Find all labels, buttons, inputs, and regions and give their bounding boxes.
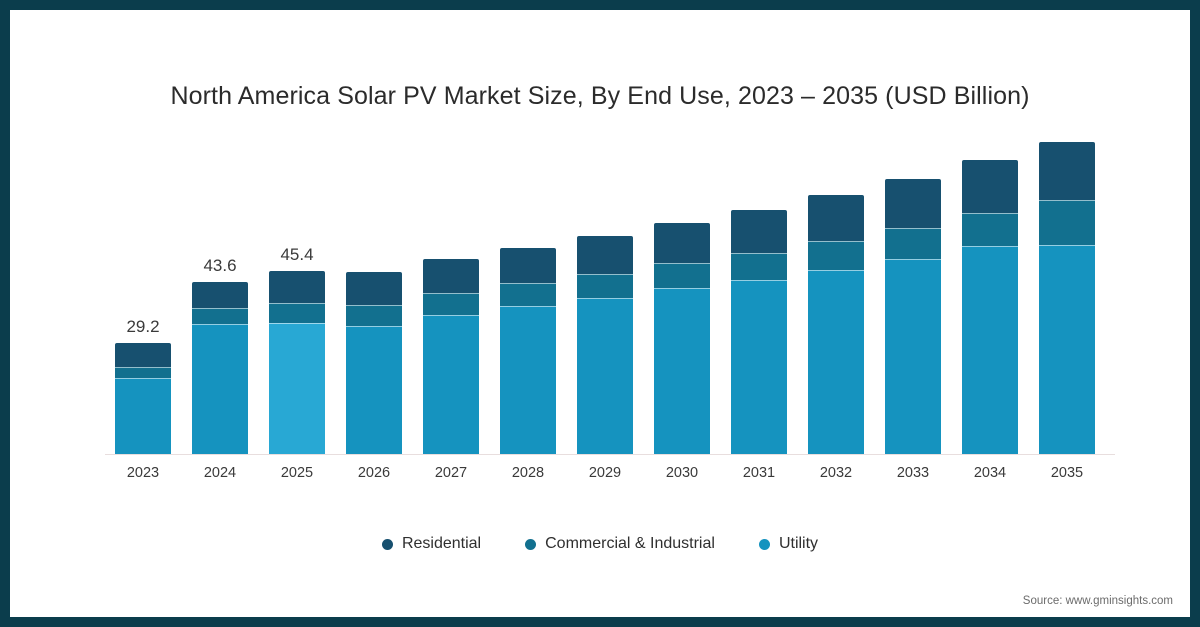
bar-segment-residential[interactable] — [115, 343, 171, 367]
bar-column-2025[interactable]: 45.4 — [269, 245, 325, 455]
x-tick-2025: 2025 — [280, 465, 314, 481]
page-title: North America Solar PV Market Size, By E… — [170, 82, 1030, 110]
x-tick-2028: 2028 — [511, 465, 545, 481]
bar-column-2033[interactable] — [885, 179, 941, 455]
bar-column-2028[interactable] — [500, 248, 556, 455]
bar-segment-commercial-industrial[interactable] — [269, 303, 325, 323]
x-tick-2031: 2031 — [742, 465, 776, 481]
x-tick-2030: 2030 — [665, 465, 699, 481]
x-tick-2027: 2027 — [434, 465, 468, 481]
bar-segment-commercial-industrial[interactable] — [423, 293, 479, 315]
bar-segment-commercial-industrial[interactable] — [346, 305, 402, 326]
bar-column-2023[interactable]: 29.2 — [115, 317, 171, 455]
bar-segment-residential[interactable] — [808, 195, 864, 241]
bar-column-2024[interactable]: 43.6 — [192, 256, 248, 455]
bar-segment-residential[interactable] — [731, 210, 787, 253]
bar-segment-utility[interactable] — [577, 298, 633, 455]
x-axis-tick-labels: 2023 2024 2025 2026 2027 2028 2029 2030 2031 2032… — [105, 465, 1115, 489]
bar-segment-commercial-industrial[interactable] — [500, 283, 556, 306]
bar-segment-commercial-industrial[interactable] — [1039, 200, 1095, 245]
bar-segment-residential[interactable] — [192, 282, 248, 308]
x-tick-2035: 2035 — [1050, 465, 1084, 481]
legend-label: Commercial & Industrial — [545, 535, 715, 552]
bar-column-2032[interactable] — [808, 195, 864, 455]
bar-column-2030[interactable] — [654, 223, 710, 455]
legend-item-commercial-industrial[interactable]: Commercial & Industrial — [525, 535, 715, 553]
bar-segment-residential[interactable] — [1039, 142, 1095, 200]
x-tick-2034: 2034 — [973, 465, 1007, 481]
bar-segment-utility[interactable] — [1039, 245, 1095, 455]
legend-swatch-icon — [381, 538, 393, 550]
bar-segment-commercial-industrial[interactable] — [654, 263, 710, 288]
bar-segment-commercial-industrial[interactable] — [731, 253, 787, 280]
legend-swatch-icon — [525, 538, 537, 550]
x-tick-2029: 2029 — [588, 465, 622, 481]
bar-value-label: 43.6 — [203, 256, 237, 275]
x-tick-2032: 2032 — [819, 465, 853, 481]
bar-column-2026[interactable] — [346, 272, 402, 455]
bar-column-2031[interactable] — [731, 210, 787, 455]
bar-segment-residential[interactable] — [962, 160, 1018, 213]
bar-column-2027[interactable] — [423, 259, 479, 455]
plot-area: 29.2 43.6 45.4 — [105, 130, 1115, 455]
legend-label: Residential — [401, 535, 482, 552]
bar-segment-commercial-industrial[interactable] — [962, 213, 1018, 246]
bar-segment-commercial-industrial[interactable] — [808, 241, 864, 270]
bar-segment-commercial-industrial[interactable] — [192, 308, 248, 324]
bar-segment-residential[interactable] — [577, 236, 633, 274]
bar-segment-utility[interactable] — [346, 326, 402, 455]
legend-label: Utility — [778, 535, 819, 552]
bar-segment-utility[interactable] — [808, 270, 864, 455]
bar-value-label: 29.2 — [126, 317, 160, 336]
legend-swatch-icon — [758, 538, 770, 550]
bar-column-2035[interactable] — [1039, 142, 1095, 455]
legend-item-residential[interactable]: Residential — [381, 535, 482, 553]
bar-segment-residential[interactable] — [885, 179, 941, 228]
bar-segment-residential[interactable] — [500, 248, 556, 283]
bar-segment-commercial-industrial[interactable] — [115, 367, 171, 378]
bar-segment-commercial-industrial[interactable] — [885, 228, 941, 259]
bar-segment-residential[interactable] — [269, 271, 325, 303]
bar-column-2034[interactable] — [962, 160, 1018, 455]
bar-segment-utility[interactable] — [269, 323, 325, 455]
bar-segment-utility[interactable] — [962, 246, 1018, 455]
bar-value-label: 45.4 — [280, 245, 314, 264]
source-attribution: Source: www.gminsights.com — [1022, 595, 1173, 607]
x-tick-2023: 2023 — [126, 465, 160, 481]
bar-segment-residential[interactable] — [654, 223, 710, 263]
bar-segment-utility[interactable] — [885, 259, 941, 455]
bar-segment-utility[interactable] — [731, 280, 787, 455]
bar-column-2029[interactable] — [577, 236, 633, 455]
bar-segment-utility[interactable] — [654, 288, 710, 455]
bar-segment-utility[interactable] — [115, 378, 171, 455]
legend-item-utility[interactable]: Utility — [758, 535, 819, 553]
x-tick-2024: 2024 — [203, 465, 237, 481]
bar-segment-utility[interactable] — [192, 324, 248, 455]
bar-segment-utility[interactable] — [500, 306, 556, 455]
x-axis-line — [105, 454, 1115, 455]
bar-segment-utility[interactable] — [423, 315, 479, 455]
bar-segment-residential[interactable] — [346, 272, 402, 305]
chart-legend: Residential Commercial & Industrial Utilit… — [10, 535, 1190, 553]
x-tick-2033: 2033 — [896, 465, 930, 481]
bar-segment-residential[interactable] — [423, 259, 479, 293]
bar-segment-commercial-industrial[interactable] — [577, 274, 633, 298]
x-tick-2026: 2026 — [357, 465, 391, 481]
